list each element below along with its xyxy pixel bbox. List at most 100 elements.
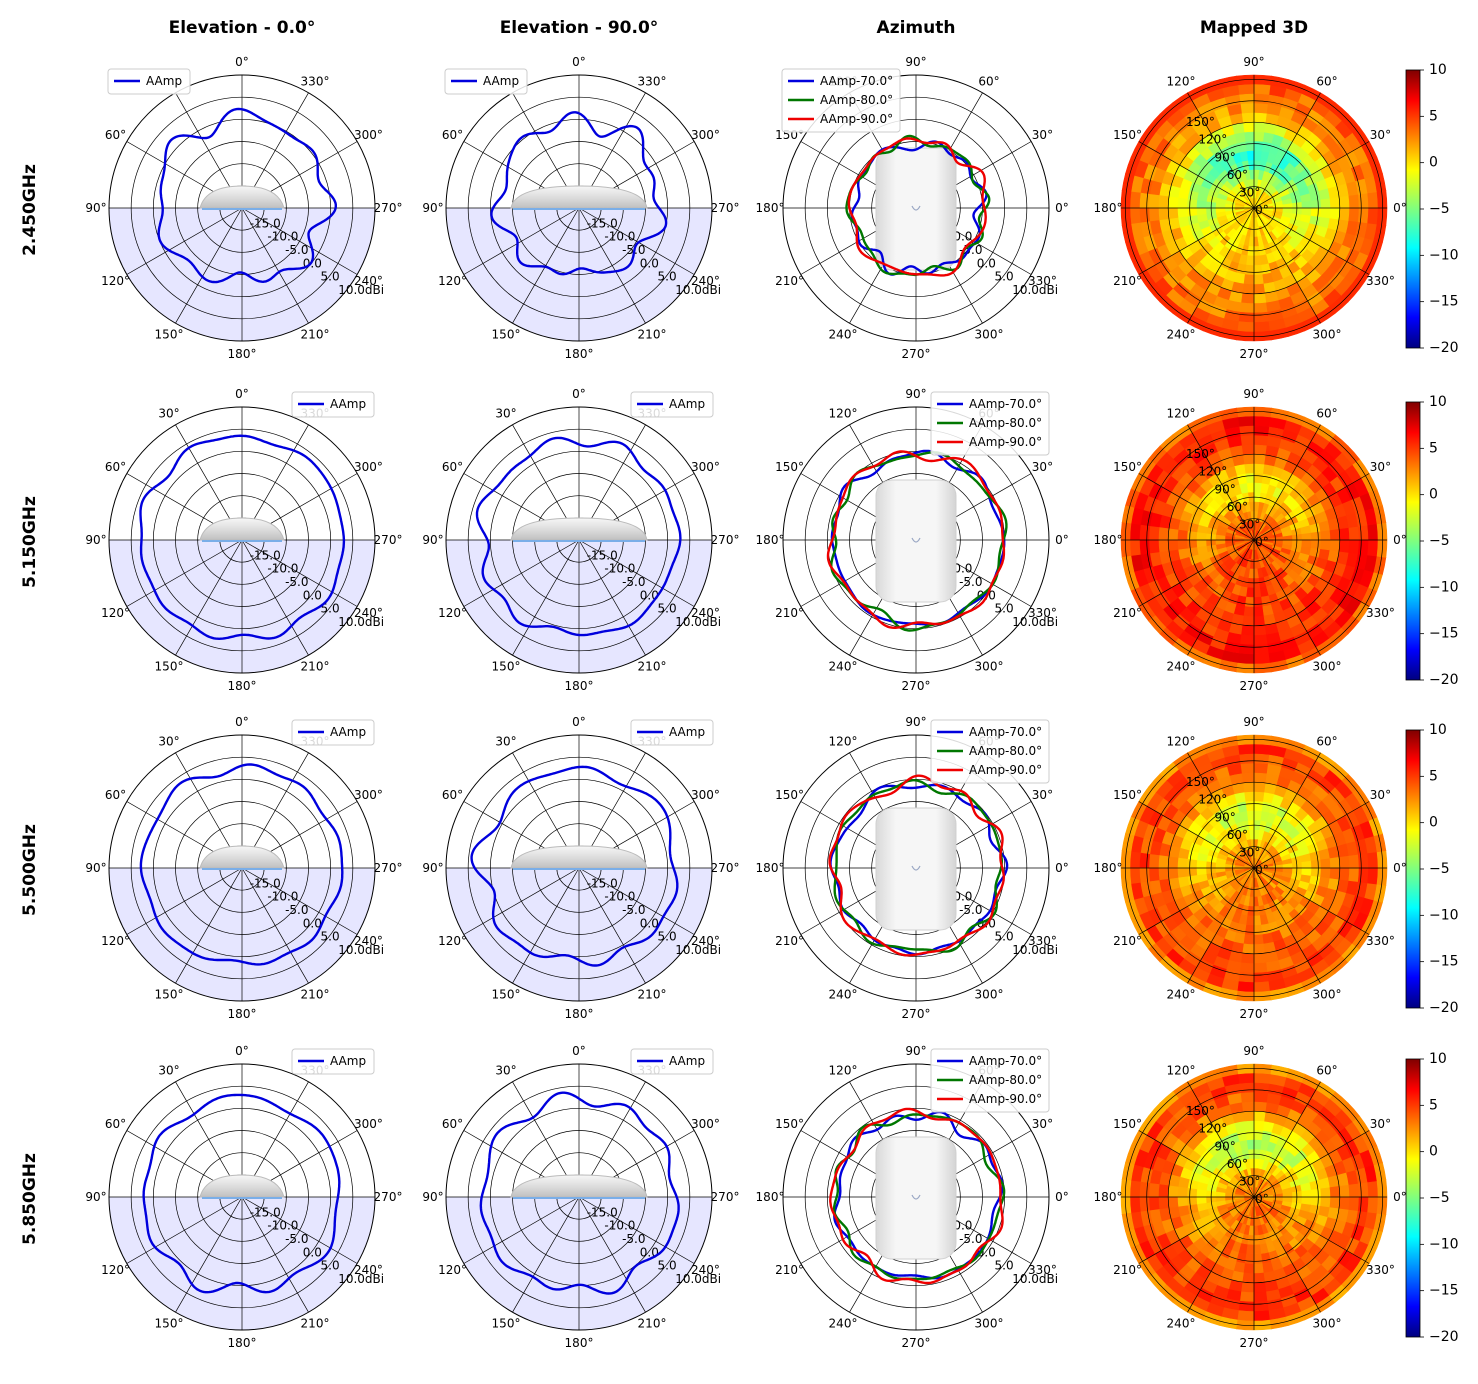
legend-label: AAmp-70.0° [969, 1054, 1042, 1068]
legend-label: AAmp [669, 397, 705, 411]
product-dome-side-image [510, 517, 648, 541]
angle-tick-label: 210° [638, 1316, 667, 1330]
angle-tick-label: 330° [1366, 934, 1395, 948]
radial-tick-label: 5.0 [658, 602, 677, 616]
radial-tick-label: 10.0dBi [338, 615, 384, 629]
angle-tick-label: 120° [101, 934, 130, 948]
heatmap-cell [1130, 1180, 1142, 1198]
heatmap-cell [1168, 196, 1180, 209]
angle-tick-label: 270° [711, 861, 740, 875]
angle-tick-label: 330° [301, 75, 330, 89]
heatmap-cell [1139, 852, 1151, 869]
angle-tick-label: 270° [1240, 679, 1269, 693]
heatmap-cell [1338, 1184, 1350, 1198]
heatmap-cell [1300, 1196, 1312, 1205]
radial-tick-label: 0.0 [640, 256, 659, 270]
angle-tick-label: 270° [711, 201, 740, 215]
radial-tick-label: -15.0 [250, 548, 281, 562]
angle-tick-label: 180° [1094, 861, 1123, 875]
heatmap-cell [1253, 1300, 1270, 1312]
angle-tick-label: 0° [572, 1044, 586, 1058]
series-line-aamp [139, 434, 346, 641]
angle-tick-label: 240° [1167, 327, 1196, 341]
heatmap-cell [1253, 791, 1265, 803]
angle-tick-label: 0° [235, 1044, 249, 1058]
heatmap-cell [1253, 416, 1271, 428]
radial-tick-label: -5.0 [622, 903, 645, 917]
angle-tick-label: 180° [228, 1007, 257, 1021]
angle-tick-label: 270° [902, 1336, 931, 1350]
heatmap-cell [1253, 273, 1265, 285]
heatmap-cell [1139, 524, 1151, 541]
mapped-3d-heatmap: 0° 30° 60° 90° 120° 150° 180° 210° 240° 270° 300° 3… [1094, 1044, 1459, 1350]
angle-tick-label: 300° [1313, 659, 1342, 673]
heatmap-cell [1168, 1196, 1180, 1209]
heatmap-cell [1238, 753, 1255, 765]
angle-tick-label: 180° [565, 679, 594, 693]
legend-box [107, 68, 191, 95]
angle-tick-label: 90° [1243, 1044, 1264, 1058]
heatmap-cell [1130, 191, 1142, 209]
angle-tick-label: 300° [1313, 1316, 1342, 1330]
azimuth-plot: 0°30°60°90°120°150°180°210°240°270°300°3… [756, 387, 1069, 693]
radial-tick-label: 0.0 [640, 1245, 659, 1259]
heatmap-cell [1158, 195, 1170, 209]
heatmap-cell [1300, 207, 1312, 216]
radial-tick-label: -15.0 [250, 876, 281, 890]
heatmap-cell [1253, 292, 1267, 304]
angle-tick-label: 0° [1055, 533, 1069, 547]
heatmap-cell [1243, 605, 1255, 617]
angle-tick-label: 90° [85, 1190, 106, 1204]
heatmap-cell [1237, 980, 1255, 992]
heatmap-cell [1338, 195, 1350, 209]
elevation-0-plot: 0°330°300°270°240°210°180°150°120°90°60°… [85, 387, 402, 693]
angle-tick-label: 90° [905, 387, 926, 401]
heatmap-cell [1240, 763, 1255, 775]
grid-spoke [1138, 207, 1255, 275]
heatmap-cell [1241, 1281, 1255, 1293]
heatmap-cell [1253, 605, 1265, 617]
radial-tick-label: -10.0 [267, 562, 298, 576]
angle-tick-label: 270° [374, 533, 403, 547]
azimuth-plot: 0°30°60°90°120°150°180°210°240°270°300°3… [756, 715, 1069, 1021]
angle-tick-label: 120° [829, 1064, 858, 1078]
heatmap-cell [1196, 1189, 1208, 1198]
angle-tick-label: 120° [829, 407, 858, 421]
radial-tick-label: -15.0 [587, 1205, 618, 1219]
angle-tick-label: 210° [1113, 274, 1142, 288]
heatmap-cell [1168, 867, 1180, 880]
heatmap-cell [1253, 84, 1271, 96]
angle-tick-label: 270° [902, 1007, 931, 1021]
heatmap-cell [1149, 1196, 1161, 1211]
angle-tick-label: 60° [105, 1117, 126, 1131]
heatmap-cell [1253, 624, 1267, 636]
angle-tick-label: 210° [301, 327, 330, 341]
heatmap-cell [1244, 1253, 1255, 1264]
angle-tick-label: 210° [1113, 606, 1142, 620]
inner-radial-label: 30° [1239, 845, 1260, 859]
legend-label: AAmp [669, 725, 705, 739]
angle-tick-label: 180° [1094, 201, 1123, 215]
heatmap-cell [1168, 1185, 1180, 1198]
heatmap-cell [1149, 867, 1161, 882]
radial-tick-label: -10.0 [267, 230, 298, 244]
angle-tick-label: 0° [1393, 533, 1407, 547]
angle-tick-label: 120° [438, 1263, 467, 1277]
angle-tick-label: 240° [354, 606, 383, 620]
colorbar-tick-label: −20 [1429, 672, 1459, 688]
angle-tick-label: 210° [775, 274, 804, 288]
legend-label: AAmp [330, 397, 366, 411]
heatmap-cell [1328, 856, 1340, 869]
inner-radial-label: 0° [1255, 535, 1269, 549]
heatmap-cell [1139, 192, 1151, 209]
angle-tick-label: 150° [492, 1316, 521, 1330]
angle-tick-label: 210° [301, 1316, 330, 1330]
colorbar-tick-label: 10 [1429, 394, 1447, 410]
angle-tick-label: 270° [1240, 347, 1269, 361]
angle-tick-label: 60° [105, 788, 126, 802]
legend-label: AAmp [669, 1054, 705, 1068]
heatmap-cell [1253, 1309, 1271, 1321]
heatmap-cell [1242, 1111, 1255, 1123]
angle-tick-label: 210° [301, 659, 330, 673]
heatmap-cell [1238, 93, 1255, 105]
